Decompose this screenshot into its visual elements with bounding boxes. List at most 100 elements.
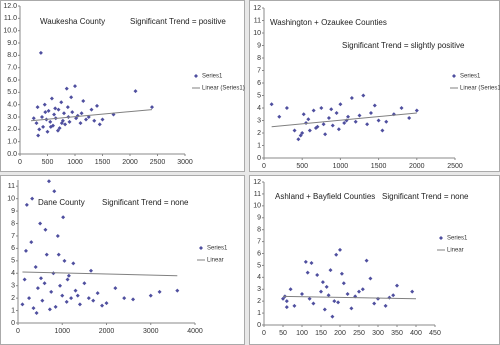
legend-label: Series1 xyxy=(207,246,228,252)
y-tick-label: 8 xyxy=(11,220,15,227)
point xyxy=(60,293,65,298)
point xyxy=(368,276,373,281)
point xyxy=(49,289,54,294)
annotation: Significant Trend = none xyxy=(382,192,469,201)
point xyxy=(329,107,334,112)
point xyxy=(62,258,67,263)
y-tick-label: 6 xyxy=(257,80,261,87)
point xyxy=(326,293,331,298)
point xyxy=(284,305,289,310)
point xyxy=(372,103,377,108)
y-tick-label: 10.0 xyxy=(3,28,17,35)
point xyxy=(346,114,351,119)
point xyxy=(336,127,341,132)
point xyxy=(23,248,28,253)
y-tick-label: 1 xyxy=(257,310,261,317)
chart-title: Washington + Ozaukee Counties xyxy=(270,18,387,27)
point xyxy=(122,296,127,301)
x-tick-label: 2000 xyxy=(99,328,115,335)
y-tick-label: 3 xyxy=(257,117,261,124)
point xyxy=(315,272,320,277)
point xyxy=(70,110,75,115)
point xyxy=(338,247,342,252)
point xyxy=(71,261,76,266)
point xyxy=(20,302,25,307)
trend-line xyxy=(271,112,417,128)
trend-line xyxy=(22,271,178,277)
point xyxy=(336,300,341,305)
chart-title: Dane County xyxy=(38,198,85,207)
point xyxy=(55,233,60,238)
point xyxy=(323,132,328,137)
point xyxy=(353,119,358,124)
x-tick-label: 2000 xyxy=(409,163,425,170)
point xyxy=(303,259,308,264)
point xyxy=(31,116,36,121)
y-tick-label: 10 xyxy=(253,30,261,37)
x-tick-label: 1000 xyxy=(333,163,349,170)
point xyxy=(44,252,49,257)
point xyxy=(319,289,323,294)
point xyxy=(61,215,66,220)
point xyxy=(148,293,153,298)
point xyxy=(43,227,48,232)
y-tick-label: 1 xyxy=(11,307,15,314)
point xyxy=(81,98,86,103)
point xyxy=(77,302,82,307)
point xyxy=(300,131,305,135)
point xyxy=(59,121,64,126)
point xyxy=(62,111,66,116)
point xyxy=(357,113,362,118)
x-tick-label: 350 xyxy=(391,330,403,337)
y-tick-label: 1 xyxy=(257,142,261,149)
point xyxy=(334,111,339,115)
point xyxy=(288,287,293,292)
annotation: Significant Trend = none xyxy=(102,198,189,207)
point xyxy=(47,307,52,312)
point xyxy=(100,117,105,122)
y-tick-label: 10 xyxy=(253,203,261,210)
point xyxy=(338,102,343,107)
x-tick-label: 450 xyxy=(429,330,441,337)
point xyxy=(296,137,301,142)
point xyxy=(92,118,97,123)
point xyxy=(36,133,41,138)
legend-swatch xyxy=(452,74,456,78)
point xyxy=(407,116,412,120)
chart-title: Waukesha County xyxy=(40,17,105,26)
legend-label: Linear (Series1) xyxy=(202,86,245,92)
point xyxy=(89,107,94,112)
point xyxy=(40,298,45,303)
chart-title: Ashland + Bayfield Counties xyxy=(275,192,375,201)
point xyxy=(37,127,42,132)
y-tick-label: 7.0 xyxy=(7,65,17,72)
point xyxy=(113,286,118,291)
annotation: Significant Trend = positive xyxy=(130,17,226,26)
point xyxy=(330,123,335,128)
x-tick-label: 0 xyxy=(262,330,266,337)
point xyxy=(383,303,388,308)
point xyxy=(67,119,72,124)
y-tick-label: 6 xyxy=(11,245,15,252)
point xyxy=(27,296,32,301)
point xyxy=(95,291,100,296)
point xyxy=(104,301,109,306)
point xyxy=(59,100,64,105)
point xyxy=(42,281,47,286)
point xyxy=(131,297,136,302)
point xyxy=(384,119,389,124)
y-tick-label: 9 xyxy=(257,215,261,222)
point xyxy=(86,115,91,119)
x-tick-label: 1500 xyxy=(371,163,387,170)
point xyxy=(284,299,289,304)
point xyxy=(365,122,370,127)
point xyxy=(75,293,80,298)
point xyxy=(73,288,78,293)
point xyxy=(86,296,91,301)
y-tick-label: 8.0 xyxy=(7,52,17,59)
point xyxy=(301,112,306,117)
point xyxy=(372,301,377,306)
point xyxy=(311,108,316,113)
y-tick-label: 5 xyxy=(257,92,261,99)
